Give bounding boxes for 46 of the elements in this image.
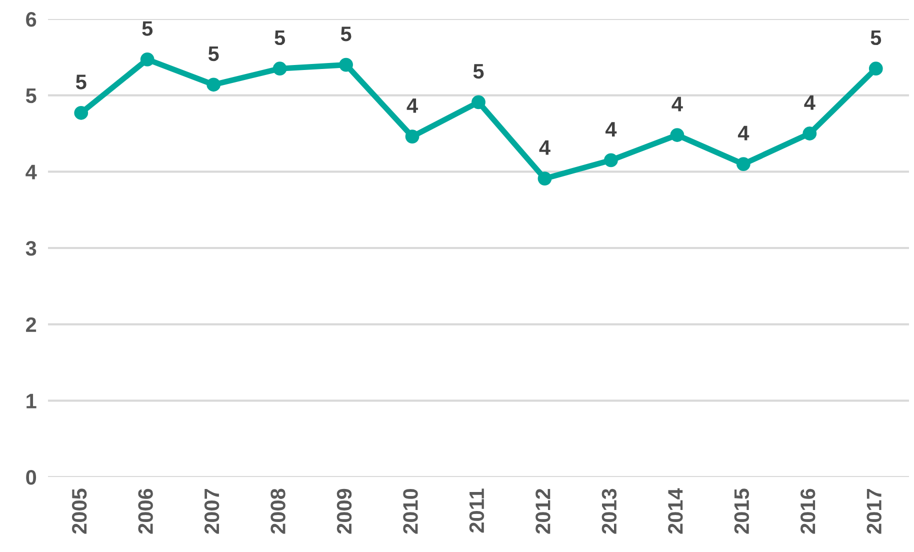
- data-label: 4: [804, 95, 816, 110]
- point: [405, 130, 420, 144]
- x-tick-label: 2006: [138, 488, 153, 534]
- point: [74, 106, 88, 120]
- y-tick-label: 5: [26, 88, 36, 104]
- y-tick-label: 6: [26, 12, 36, 27]
- x-tick-label: 2013: [602, 488, 617, 534]
- point: [868, 62, 883, 76]
- y-tick-label: 3: [26, 241, 36, 256]
- x-tick-label: 2007: [204, 489, 220, 534]
- point: [736, 157, 750, 171]
- data-label: 4: [605, 122, 617, 136]
- point: [538, 172, 552, 186]
- x-tick-label: 2005: [72, 488, 87, 534]
- point: [472, 95, 486, 110]
- point: [140, 52, 154, 66]
- x-tick-label: 2008: [270, 488, 286, 534]
- point: [272, 62, 287, 76]
- data-label: 5: [473, 64, 484, 79]
- x-tick-label: 2017: [866, 489, 882, 534]
- x-tick-label: 2014: [668, 488, 683, 534]
- data-label: 5: [870, 30, 882, 46]
- point: [206, 78, 221, 92]
- x-tick-label: 2009: [336, 488, 352, 534]
- point: [604, 153, 618, 168]
- data-label: 4: [672, 96, 683, 112]
- point: [670, 128, 684, 142]
- point: [802, 126, 817, 140]
- data-label: 5: [274, 30, 286, 46]
- y-tick-label: 4: [26, 164, 37, 180]
- data-label: 4: [738, 126, 750, 140]
- y-tick-label: 0: [26, 470, 36, 485]
- data-label: 4: [406, 98, 418, 113]
- point: [339, 58, 353, 72]
- data-label: 5: [142, 21, 153, 36]
- data-label: 5: [340, 26, 352, 42]
- data-label: 5: [76, 74, 86, 90]
- x-tick-label: 2010: [403, 488, 418, 534]
- x-tick-label: 2016: [800, 488, 816, 534]
- data-label: 5: [208, 46, 219, 62]
- data-label: 4: [539, 140, 550, 155]
- x-tick-label: 2011: [469, 488, 484, 533]
- y-tick-label: 1: [26, 394, 36, 408]
- x-tick-label: 2015: [734, 488, 750, 534]
- x-tick-label: 2012: [536, 488, 550, 534]
- y-tick-label: 2: [26, 317, 36, 332]
